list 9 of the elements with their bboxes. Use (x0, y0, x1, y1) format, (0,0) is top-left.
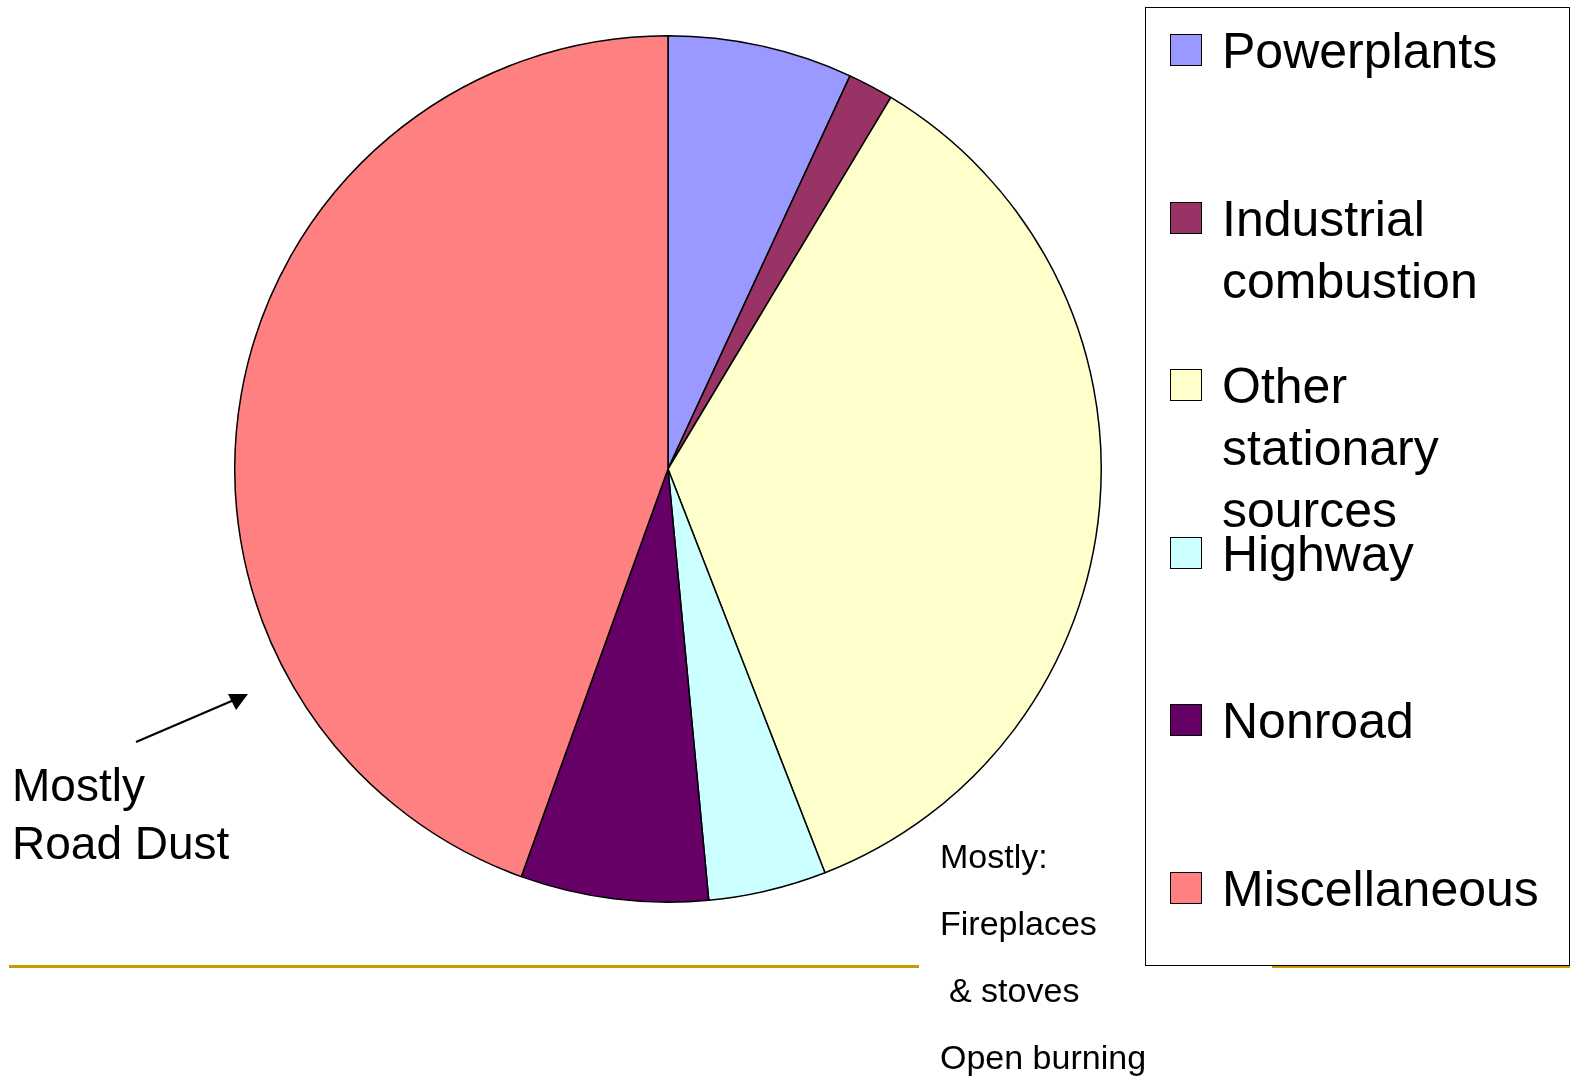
legend-label: Miscellaneous (1222, 859, 1540, 919)
text: Mostly: (940, 836, 1048, 876)
text: Open burning (940, 1037, 1147, 1077)
legend-label: Powerplants (1222, 22, 1499, 81)
legend-label: Nonroad (1222, 692, 1415, 751)
text: Fireplaces (940, 903, 1097, 943)
legend-label: Industrial combustion (1222, 189, 1479, 311)
text: Mostly Road Dust (12, 758, 231, 871)
text: & stoves (949, 970, 1080, 1010)
